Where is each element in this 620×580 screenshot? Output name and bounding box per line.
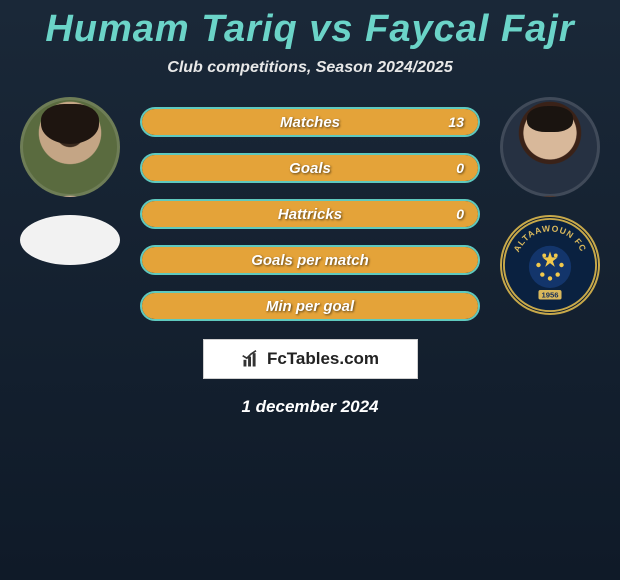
stat-bar: Hattricks0 — [140, 199, 480, 229]
page-title: Humam Tariq vs Faycal Fajr — [0, 0, 620, 51]
stat-value-right: 0 — [456, 155, 464, 181]
stat-bar: Min per goal — [140, 291, 480, 321]
stat-bar: Matches13 — [140, 107, 480, 137]
stat-label: Matches — [142, 109, 478, 135]
player-left-avatar — [20, 97, 120, 197]
stat-value-right: 0 — [456, 201, 464, 227]
stat-bar: Goals per match — [140, 245, 480, 275]
stats-column: Matches13Goals0Hattricks0Goals per match… — [130, 97, 490, 321]
stat-value-right: 13 — [448, 109, 464, 135]
player-left-club-badge — [20, 215, 120, 265]
stat-label: Hattricks — [142, 201, 478, 227]
brand-badge: FcTables.com — [203, 339, 418, 379]
date-label: 1 december 2024 — [0, 397, 620, 417]
comparison-row: Matches13Goals0Hattricks0Goals per match… — [0, 77, 620, 321]
stat-label: Goals per match — [142, 247, 478, 273]
club-right-year: 1956 — [541, 291, 558, 300]
brand-label: FcTables.com — [267, 349, 379, 369]
player-right-club-badge: ALTAAWOUN FC 1956 — [500, 215, 600, 315]
chart-icon — [241, 349, 261, 369]
player-right-avatar — [500, 97, 600, 197]
stat-label: Min per goal — [142, 293, 478, 319]
stat-bar: Goals0 — [140, 153, 480, 183]
page-subtitle: Club competitions, Season 2024/2025 — [0, 59, 620, 77]
player-right-column: ALTAAWOUN FC 1956 — [490, 97, 610, 315]
player-left-column — [10, 97, 130, 265]
stat-label: Goals — [142, 155, 478, 181]
